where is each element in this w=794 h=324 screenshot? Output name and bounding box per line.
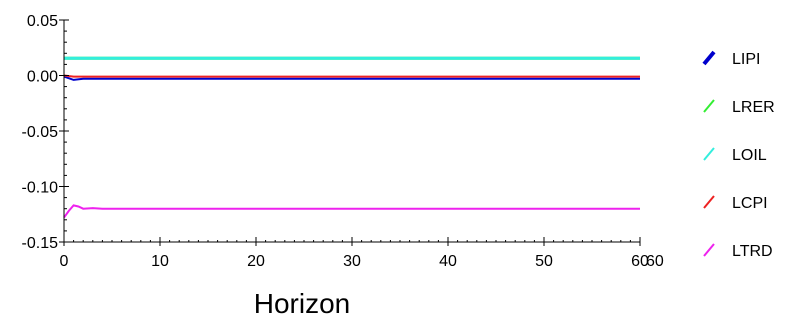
x-tick-label: 10 bbox=[151, 253, 169, 270]
x-tick-label: 30 bbox=[343, 253, 361, 270]
series-line-lipi bbox=[63, 75, 640, 81]
y-tick-label: 0.00 bbox=[27, 69, 58, 86]
y-tick-label: -0.15 bbox=[22, 235, 59, 252]
x-tick-label: 0 bbox=[60, 253, 69, 270]
legend-swatch-lcpi bbox=[703, 195, 715, 209]
legend-swatch-loil bbox=[703, 147, 715, 161]
legend: LIPI LRER LOIL LCPI LTRD bbox=[702, 50, 775, 260]
legend-label-lrer: LRER bbox=[732, 99, 775, 116]
legend-label-lcpi: LCPI bbox=[732, 195, 768, 212]
y-tick-label: -0.05 bbox=[22, 124, 59, 141]
x-tick-label: 60 bbox=[631, 253, 649, 270]
series-line-lcpi bbox=[63, 74, 640, 78]
x-tick-label: 60 bbox=[646, 253, 664, 270]
legend-swatch-ltrd bbox=[703, 243, 715, 257]
x-tick-label: 50 bbox=[535, 253, 553, 270]
legend-label-ltrd: LTRD bbox=[732, 243, 773, 260]
series-line-ltrd bbox=[63, 204, 640, 219]
x-tick-label: 40 bbox=[439, 253, 457, 270]
legend-label-loil: LOIL bbox=[732, 147, 767, 164]
legend-swatch-lrer bbox=[703, 99, 715, 113]
y-tick-label: -0.10 bbox=[22, 180, 59, 197]
legend-label-lipi: LIPI bbox=[732, 51, 760, 68]
plot-area bbox=[63, 56, 640, 219]
y-tick-label: 0.05 bbox=[27, 13, 58, 30]
x-tick-label: 20 bbox=[247, 253, 265, 270]
x-axis-title: Horizon bbox=[254, 288, 350, 319]
legend-swatch-lipi bbox=[702, 50, 716, 66]
